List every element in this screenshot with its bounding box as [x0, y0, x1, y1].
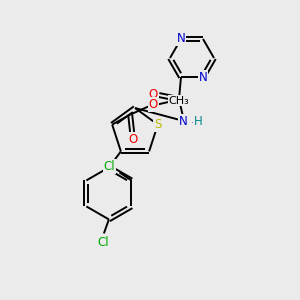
Text: O: O — [148, 88, 158, 100]
Text: Cl: Cl — [103, 160, 115, 173]
Text: O: O — [148, 98, 158, 111]
Text: H: H — [194, 115, 202, 128]
Text: Cl: Cl — [97, 236, 109, 249]
Text: N: N — [178, 115, 188, 128]
Text: O: O — [128, 133, 138, 146]
Text: N: N — [199, 70, 207, 84]
Text: CH₃: CH₃ — [169, 96, 190, 106]
Text: S: S — [154, 118, 161, 131]
Text: -: - — [191, 117, 195, 127]
Text: N: N — [177, 32, 185, 45]
